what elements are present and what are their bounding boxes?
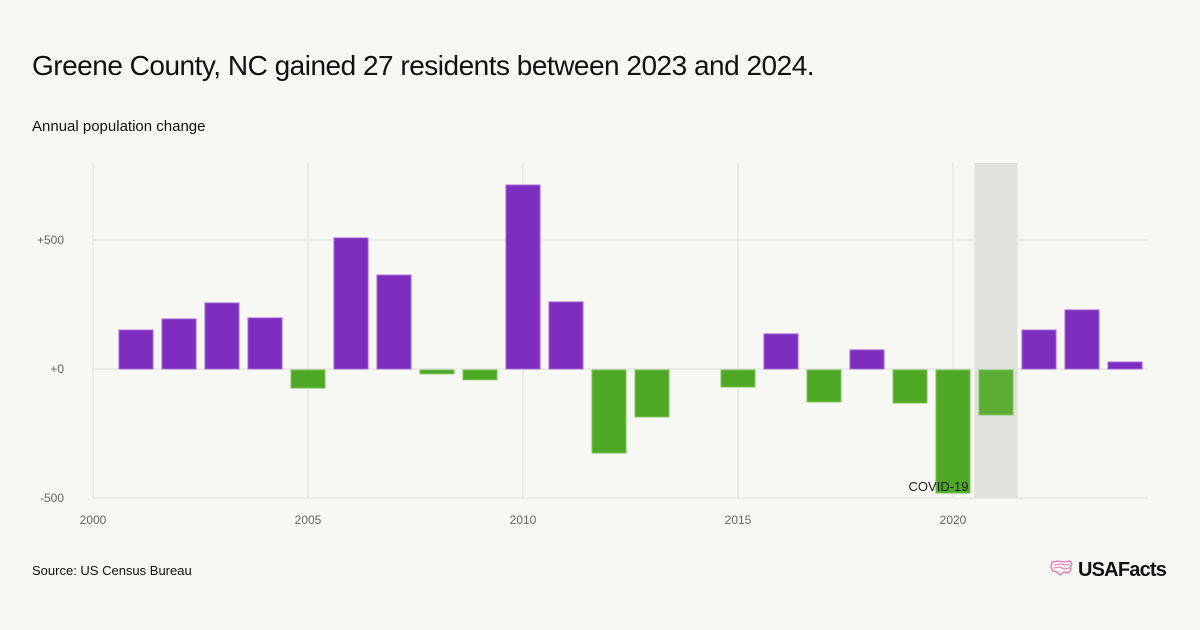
- bar-2008: [419, 369, 455, 375]
- bar-2011: [548, 301, 584, 370]
- us-map-icon: [1050, 559, 1074, 582]
- x-tick-label: 2005: [295, 513, 322, 527]
- covid-highlight-band: [974, 163, 1018, 498]
- source-note: Source: US Census Bureau: [32, 563, 192, 578]
- bar-2016: [763, 333, 799, 370]
- gridlines: [92, 163, 1148, 499]
- bar-2006: [333, 237, 369, 370]
- chart-subtitle: Annual population change: [32, 118, 206, 135]
- bar-2015: [720, 369, 756, 388]
- covid-annotation-label: COVID-19: [909, 479, 969, 494]
- highlight-band-layer: [974, 163, 1018, 498]
- bar-2010: [505, 184, 541, 370]
- bar-2001: [118, 329, 154, 370]
- y-tick-label: +0: [50, 362, 64, 376]
- chart-title: Greene County, NC gained 27 residents be…: [32, 50, 815, 81]
- bar-2020: [935, 369, 971, 494]
- bar-2002: [161, 318, 197, 370]
- bar-2004: [247, 317, 283, 370]
- bar-2024: [1107, 361, 1143, 370]
- bar-2005: [290, 369, 326, 389]
- y-tick-label: -500: [40, 491, 64, 505]
- x-tick-label: 2000: [80, 513, 107, 527]
- y-tick-label: +500: [37, 233, 64, 247]
- bar-2013: [634, 369, 670, 418]
- x-tick-label: 2015: [725, 513, 752, 527]
- bar-2022: [1021, 329, 1057, 370]
- annotations: COVID-19: [909, 479, 969, 494]
- bar-2007: [376, 274, 412, 370]
- bar-2012: [591, 369, 627, 454]
- axis-ticks: 2000 2005 2010 2015 2020 -500 +0 +500: [37, 233, 967, 527]
- x-tick-label: 2010: [510, 513, 537, 527]
- bar-2009: [462, 369, 498, 381]
- bar-2023: [1064, 309, 1100, 370]
- bar-2003: [204, 302, 240, 370]
- x-tick-label: 2020: [940, 513, 967, 527]
- bar-2021: [978, 369, 1014, 416]
- bar-2018: [849, 349, 885, 370]
- logo-text: USAFacts: [1078, 559, 1167, 581]
- usafacts-logo[interactable]: USAFacts: [1050, 559, 1167, 582]
- bars: [118, 184, 1143, 494]
- bar-2017: [806, 369, 842, 403]
- bar-2019: [892, 369, 928, 404]
